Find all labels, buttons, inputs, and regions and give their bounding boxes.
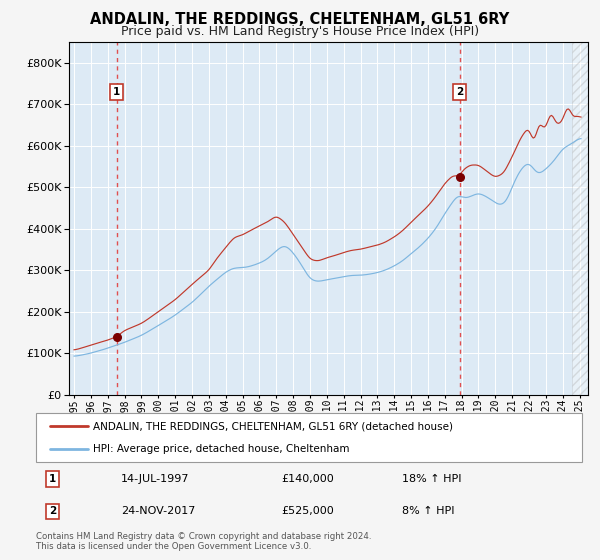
Text: ANDALIN, THE REDDINGS, CHELTENHAM, GL51 6RY: ANDALIN, THE REDDINGS, CHELTENHAM, GL51 … [91, 12, 509, 27]
Text: Price paid vs. HM Land Registry's House Price Index (HPI): Price paid vs. HM Land Registry's House … [121, 25, 479, 38]
Text: £140,000: £140,000 [282, 474, 334, 484]
Text: 2: 2 [49, 506, 56, 516]
Bar [572, 42, 600, 395]
Text: £525,000: £525,000 [282, 506, 334, 516]
Text: HPI: Average price, detached house, Cheltenham: HPI: Average price, detached house, Chel… [94, 444, 350, 454]
Text: 1: 1 [49, 474, 56, 484]
Text: 8% ↑ HPI: 8% ↑ HPI [402, 506, 454, 516]
Text: This data is licensed under the Open Government Licence v3.0.: This data is licensed under the Open Gov… [36, 542, 311, 551]
Text: 24-NOV-2017: 24-NOV-2017 [121, 506, 195, 516]
Text: ANDALIN, THE REDDINGS, CHELTENHAM, GL51 6RY (detached house): ANDALIN, THE REDDINGS, CHELTENHAM, GL51 … [94, 421, 454, 431]
Text: 18% ↑ HPI: 18% ↑ HPI [402, 474, 461, 484]
Text: Contains HM Land Registry data © Crown copyright and database right 2024.: Contains HM Land Registry data © Crown c… [36, 532, 371, 541]
FancyBboxPatch shape [36, 413, 582, 462]
Text: 2: 2 [457, 87, 464, 97]
Text: 14-JUL-1997: 14-JUL-1997 [121, 474, 189, 484]
Text: 1: 1 [113, 87, 121, 97]
